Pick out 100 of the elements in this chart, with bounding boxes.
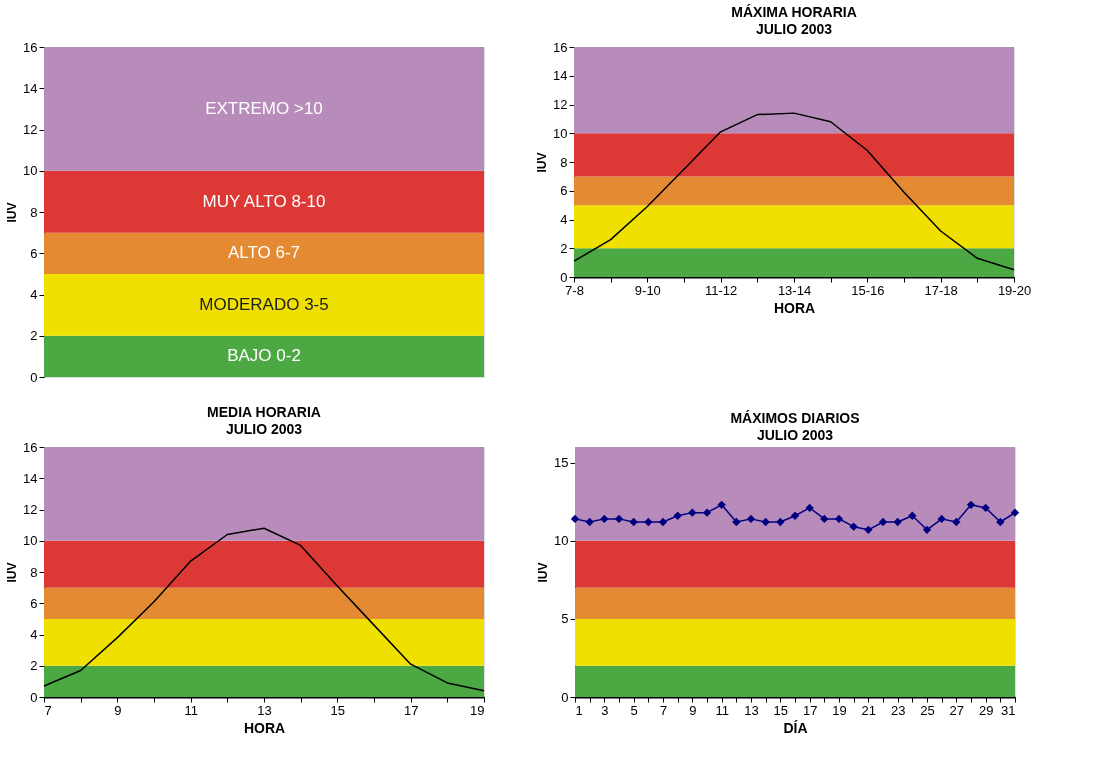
y-tick-label: 8: [30, 564, 38, 580]
y-axis-title: IUV: [535, 152, 550, 173]
x-tick-label: 17-18: [924, 282, 958, 298]
chart-title: MÁXIMA HORARIA: [731, 4, 857, 20]
y-tick-label: 10: [23, 533, 38, 549]
x-tick-label: 9: [114, 702, 122, 718]
x-tick-label: 15: [773, 702, 789, 718]
point: [996, 517, 1005, 527]
y-tick-label: 16: [23, 439, 38, 455]
x-tick-label: 19: [470, 702, 485, 718]
y-tick-label: 14: [23, 470, 38, 486]
y-tick-label: 8: [30, 204, 38, 220]
x-tick-label: 11-12: [705, 282, 738, 298]
y-tick-label: 14: [23, 80, 38, 96]
y-tick-label: 2: [560, 240, 568, 256]
point: [790, 511, 800, 520]
y-tick-label: 2: [30, 658, 38, 674]
x-axis-title: HORA: [773, 299, 816, 316]
y-tick-label: 8: [560, 154, 568, 170]
bar: [44, 170, 484, 233]
point: [834, 514, 844, 524]
x-tick-label: 7: [659, 702, 668, 718]
y-tick-label: 4: [30, 627, 38, 642]
y-tick-label: 16: [553, 39, 568, 55]
point: [585, 517, 594, 527]
x-tick-label: 17: [403, 702, 419, 718]
x-tick-label: 5: [630, 702, 638, 718]
y-tick-label: 6: [30, 245, 38, 261]
point: [849, 522, 858, 531]
chart-subtitle: JULIO 2003: [756, 427, 834, 443]
x-tick-label: 7-8: [565, 282, 584, 298]
point: [644, 517, 653, 527]
x-tick-label: 19: [832, 702, 847, 718]
chart-subtitle: JULIO 2003: [225, 421, 303, 437]
y-tick-label: 0: [30, 689, 38, 705]
chart-title: MÁXIMOS DIARIOS: [730, 410, 860, 426]
point: [893, 517, 902, 527]
point: [1010, 508, 1020, 517]
y-tick-label: 10: [553, 125, 568, 141]
y-tick-label: 12: [23, 122, 38, 137]
point: [864, 525, 873, 534]
point: [937, 514, 946, 524]
point: [952, 517, 961, 527]
point: [805, 503, 814, 513]
y-axis-title: IUV: [536, 562, 551, 583]
y-tick-label: 2: [30, 328, 38, 344]
x-tick-label: 17: [802, 702, 818, 718]
series-label: MODERADO 3-5: [199, 294, 329, 314]
point: [908, 511, 917, 520]
x-tick-label: 13-14: [777, 282, 812, 298]
y-tick-label: 12: [23, 502, 38, 517]
bar: [44, 273, 484, 336]
x-axis-title: DÍA: [783, 719, 808, 736]
line-series: [43, 527, 485, 692]
bar: [44, 232, 484, 274]
x-tick-label: 19-20: [997, 282, 1032, 298]
y-tick-label: 0: [30, 369, 38, 385]
point: [761, 517, 770, 527]
y-axis-title: IUV: [5, 202, 20, 223]
y-tick-label: 12: [553, 97, 568, 112]
y-tick-label: 0: [561, 689, 569, 705]
y-tick-label: 15: [554, 455, 569, 471]
line-series: [573, 112, 1015, 271]
x-tick-label: 9: [689, 702, 697, 718]
point: [570, 514, 580, 524]
x-tick-label: 27: [949, 702, 965, 718]
series-label: MUY ALTO 8-10: [202, 191, 326, 211]
point: [688, 508, 697, 517]
y-tick-label: 6: [560, 183, 568, 199]
x-tick-label: 13: [744, 702, 759, 718]
y-tick-label: 10: [554, 533, 569, 549]
y-tick-label: 4: [30, 287, 38, 302]
x-tick-label: 21: [861, 702, 877, 718]
chart-title: MEDIA HORARIA: [207, 404, 321, 420]
bar: [44, 335, 484, 377]
point: [702, 508, 712, 517]
bar: [44, 47, 484, 171]
point: [629, 517, 638, 527]
x-tick-label: 9-10: [634, 282, 661, 298]
point: [966, 500, 976, 509]
y-tick-label: 0: [560, 269, 568, 285]
x-tick-label: 25: [920, 702, 935, 718]
y-tick-label: 16: [23, 39, 38, 55]
point: [922, 525, 932, 534]
x-tick-label: 15: [330, 702, 346, 718]
x-tick-label: 29: [978, 702, 994, 718]
x-tick-label: 3: [601, 702, 609, 718]
point: [878, 517, 888, 527]
x-axis-title: HORA: [243, 719, 286, 736]
y-tick-label: 10: [23, 163, 38, 179]
series-label: EXTREMO >10: [205, 98, 323, 118]
point: [614, 514, 624, 524]
point: [673, 511, 682, 520]
series-label: BAJO 0-2: [227, 346, 301, 366]
point: [820, 514, 829, 524]
point: [981, 503, 990, 513]
y-axis-title: IUV: [5, 562, 20, 583]
x-tick-label: 13: [257, 702, 272, 718]
x-tick-label: 31: [1001, 702, 1016, 718]
y-tick-label: 6: [30, 595, 38, 611]
